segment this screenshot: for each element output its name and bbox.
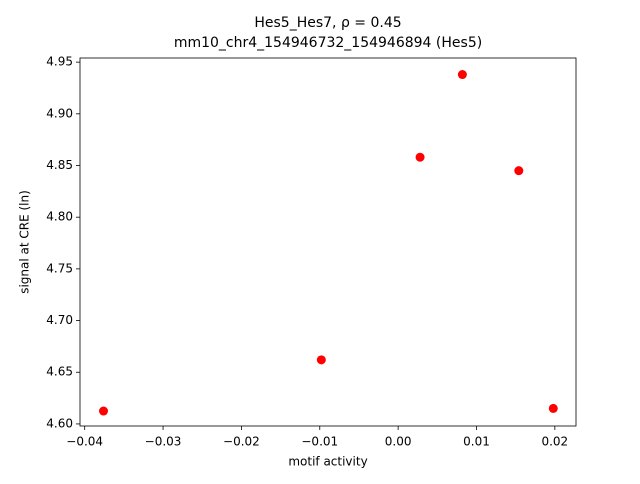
y-tick-label: 4.60	[46, 416, 73, 430]
x-tick-label: −0.02	[223, 435, 260, 449]
y-tick-label: 4.75	[46, 261, 73, 275]
chart-subtitle: mm10_chr4_154946732_154946894 (Hes5)	[174, 35, 482, 51]
x-tick-label: 0.01	[463, 435, 490, 449]
chart-title: Hes5_Hes7, ρ = 0.45	[254, 15, 401, 31]
point	[99, 406, 109, 416]
plot-frame	[79, 57, 577, 427]
x-tick-label: 0.02	[541, 435, 568, 449]
y-tick-label: 4.95	[46, 55, 73, 69]
x-tick-label: −0.03	[145, 435, 182, 449]
x-tick-label: 0.00	[385, 435, 412, 449]
point	[548, 403, 558, 413]
y-tick-label: 4.80	[46, 210, 73, 224]
x-axis-label: motif activity	[288, 455, 367, 469]
point	[415, 152, 425, 162]
point	[457, 70, 467, 80]
x-tick-label: −0.01	[301, 435, 338, 449]
point	[514, 166, 524, 176]
point	[316, 355, 326, 365]
y-tick-label: 4.65	[46, 365, 73, 379]
x-tick-label: −0.04	[66, 435, 103, 449]
y-tick-label: 4.90	[46, 106, 73, 120]
y-tick-label: 4.70	[46, 313, 73, 327]
y-axis-label: signal at CRE (ln)	[18, 190, 32, 294]
y-tick-label: 4.85	[46, 158, 73, 172]
